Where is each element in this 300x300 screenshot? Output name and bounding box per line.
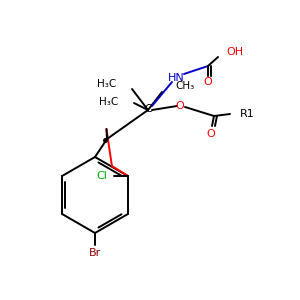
Text: H₃C: H₃C <box>97 79 116 89</box>
Text: O: O <box>204 77 212 87</box>
Text: Br: Br <box>89 248 101 258</box>
Text: C: C <box>144 104 152 114</box>
Text: O: O <box>176 101 184 111</box>
Text: R1: R1 <box>240 109 255 119</box>
Text: H₃C: H₃C <box>99 97 118 107</box>
Text: OH: OH <box>226 47 243 57</box>
Text: Cl: Cl <box>97 171 107 181</box>
Text: O: O <box>207 129 215 139</box>
Text: HN: HN <box>168 73 184 83</box>
Text: CH₃: CH₃ <box>175 81 194 91</box>
